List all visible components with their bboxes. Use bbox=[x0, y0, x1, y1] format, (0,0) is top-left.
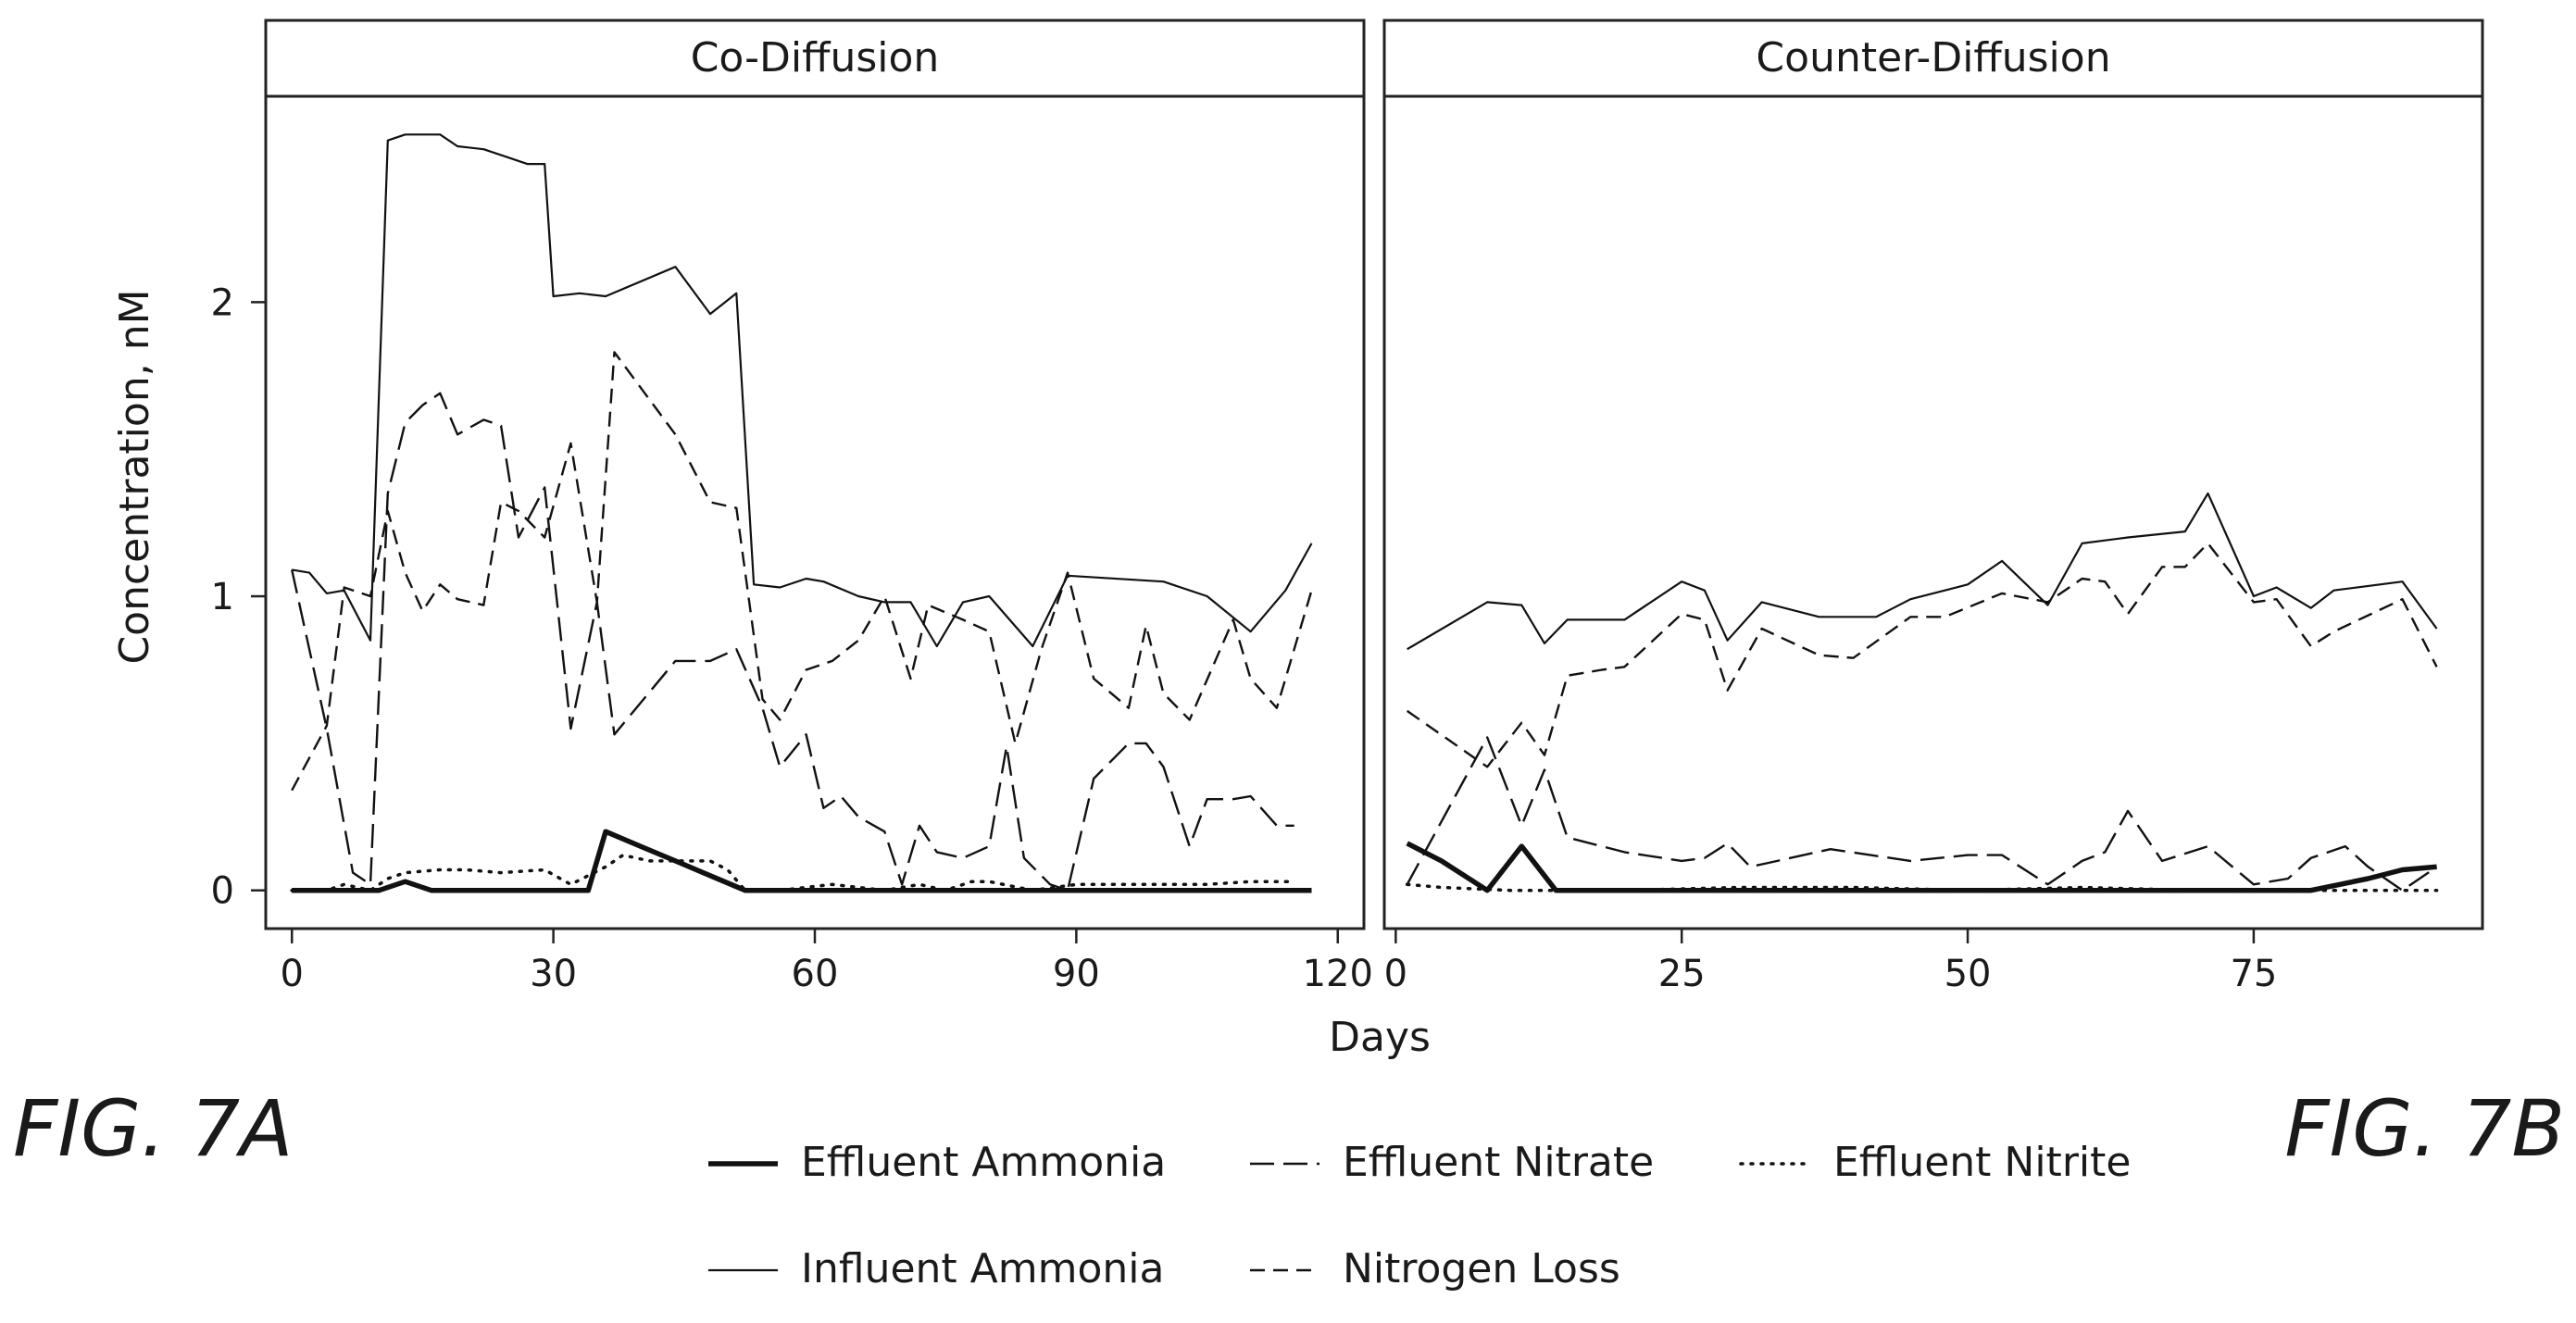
x-tick-label: 0 bbox=[1384, 953, 1407, 995]
legend-label: Effluent Ammonia bbox=[801, 1139, 1166, 1186]
y-tick-label: 2 bbox=[211, 281, 234, 324]
series-line-effluent-ammonia bbox=[292, 829, 1312, 893]
series-line-nitrogen-loss bbox=[291, 351, 1313, 792]
panel-co-diffusion: Co-Diffusion 0 30 60 90 120 0 1 2 bbox=[211, 19, 1373, 995]
panel-title: Counter-Diffusion bbox=[1756, 34, 2110, 81]
y-tick-label: 1 bbox=[211, 576, 234, 618]
legend-item: Effluent Ammonia bbox=[708, 1139, 1166, 1186]
series-line-effluent-nitrite bbox=[1405, 882, 2439, 892]
legend-item: Effluent Nitrite bbox=[1739, 1139, 2131, 1186]
series-line-effluent-nitrate bbox=[291, 392, 1294, 892]
panel-counter-diffusion: Counter-Diffusion 0 25 50 75 bbox=[1382, 19, 2484, 995]
legend-label: Effluent Nitrite bbox=[1833, 1139, 2131, 1186]
legend-label: Nitrogen Loss bbox=[1343, 1245, 1620, 1292]
x-tick-label: 30 bbox=[530, 953, 577, 995]
x-tick-label: 120 bbox=[1303, 953, 1373, 995]
series-line-effluent-ammonia bbox=[1406, 841, 2437, 893]
series-line-influent-ammonia bbox=[1407, 492, 2438, 651]
legend-item: Influent Ammonia bbox=[708, 1245, 1164, 1292]
x-tick-label: 75 bbox=[2230, 953, 2277, 995]
x-tick-label: 60 bbox=[792, 953, 839, 995]
y-axis-title: Concentration, nM bbox=[111, 289, 158, 664]
plot-frame bbox=[1382, 94, 2484, 930]
legend-label: Effluent Nitrate bbox=[1343, 1139, 1654, 1186]
panel-title: Co-Diffusion bbox=[691, 34, 940, 81]
panel-strip bbox=[264, 19, 1366, 98]
series-line-effluent-nitrite bbox=[290, 853, 1296, 892]
x-tick-label: 50 bbox=[1945, 953, 1992, 995]
x-tick-label: 90 bbox=[1053, 953, 1100, 995]
legend-item: Effluent Nitrate bbox=[1250, 1139, 1654, 1186]
series-line-nitrogen-loss bbox=[1407, 542, 2438, 768]
x-axis-title: Days bbox=[1329, 1014, 1431, 1061]
figure-label-7b: FIG. 7B bbox=[2284, 1083, 2565, 1174]
series-line-effluent-nitrate bbox=[1406, 736, 2438, 892]
figure-label-7a: FIG. 7A bbox=[13, 1083, 294, 1174]
legend-label: Influent Ammonia bbox=[801, 1245, 1164, 1292]
legend: Effluent Ammonia Effluent Nitrate Effluent… bbox=[708, 1139, 2131, 1292]
series-line-influent-ammonia bbox=[292, 133, 1313, 648]
y-tick-label: 0 bbox=[211, 870, 234, 913]
x-tick-label: 25 bbox=[1658, 953, 1706, 995]
chart-panels: Co-Diffusion 0 30 60 90 120 0 1 2 Counter-Diffusi… bbox=[211, 19, 2484, 995]
x-tick-label: 0 bbox=[281, 953, 304, 995]
plot-frame bbox=[264, 94, 1366, 930]
legend-item: Nitrogen Loss bbox=[1250, 1245, 1620, 1292]
